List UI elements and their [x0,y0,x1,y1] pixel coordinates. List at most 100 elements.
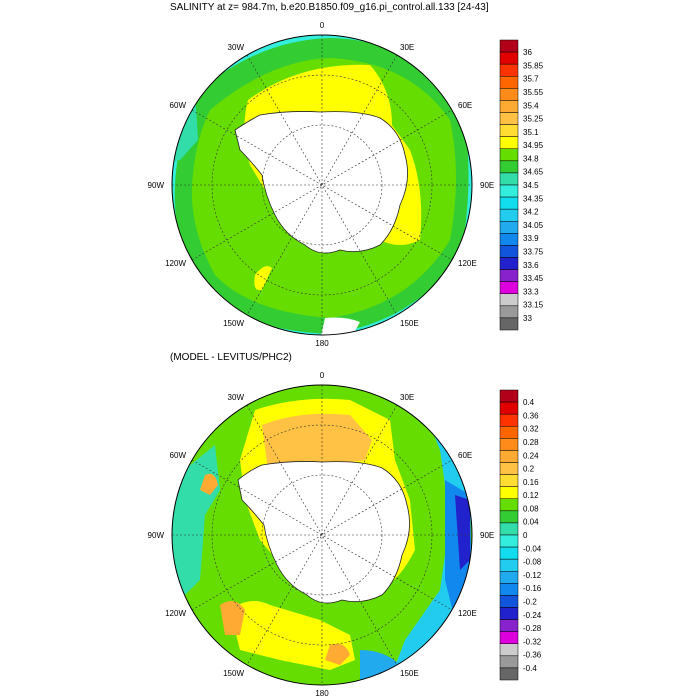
bottom-colorbar-label: -0.2 [523,597,537,606]
top-colorbar-label: 36 [523,48,532,57]
bottom-colorbar-label: 0.04 [523,518,539,527]
bottom-colorbar-label: -0.08 [523,558,542,567]
bottom-colorbar-label: 0.4 [523,398,535,407]
top-colorbar-swatch [499,88,519,101]
bottom-panel-title: (MODEL - LEVITUS/PHC2) [170,352,292,363]
top-colorbar-label: 34.8 [523,154,539,163]
lon-label-60w: 60W [170,451,187,460]
bottom-colorbar-label: -0.04 [523,544,542,553]
top-salinity-map: 0 30E 60E 90E 120E 150E 180 150W 120W 90… [148,21,544,348]
bottom-colorbar-swatch [499,426,519,439]
bottom-colorbar-swatch [499,595,519,608]
lon-label-120w: 120W [165,259,186,268]
top-panel-title: SALINITY at z= 984.7m, b.e20.B1850.f09_g… [170,2,489,13]
top-colorbar-swatch [499,136,519,150]
bottom-colorbar-label: -0.4 [523,664,537,673]
bottom-colorbar-swatch [499,401,519,415]
top-colorbar-swatch [499,51,519,65]
bottom-colorbar-swatch [499,643,519,657]
bottom-colorbar-swatch [499,450,519,463]
top-colorbar-swatch [499,221,519,234]
bottom-colorbar-swatch [499,474,519,487]
top-colorbar-label: 35.85 [523,61,544,70]
bottom-colorbar-swatch [499,558,519,572]
top-colorbar-label: 35.7 [523,75,539,84]
top-colorbar-swatch [499,172,519,186]
lon-label-180: 180 [315,339,329,348]
lon-label-30e: 30E [400,43,414,52]
top-colorbar-swatch [499,305,519,319]
bottom-colorbar-swatch [499,667,519,681]
bottom-colorbar-swatch [499,534,519,548]
bottom-colorbar-label: 0 [523,531,528,540]
bottom-colorbar-swatch [499,486,519,500]
top-colorbar-label: 35.4 [523,101,539,110]
bottom-colorbar-swatch [499,462,519,475]
bottom-colorbar-label: -0.36 [523,651,542,660]
lon-label-90w: 90W [148,531,165,540]
bottom-difference-map: 0 30E 60E 90E 120E 150E 180 150W 120W 90… [148,371,542,698]
lon-label-90e: 90E [480,181,494,190]
bottom-colorbar-label: 0.08 [523,504,539,513]
top-colorbar-swatch [499,124,519,137]
top-colorbar-swatch [499,269,519,282]
top-colorbar-label: 34.35 [523,194,544,203]
top-colorbar-swatch [499,184,519,198]
top-colorbar-swatch [499,245,519,258]
top-colorbar-label: 35.25 [523,115,544,124]
top-map-field [172,35,472,335]
lon-label-150e: 150E [400,319,419,328]
bottom-colorbar-label: -0.32 [523,637,542,646]
lon-label-150w: 150W [223,669,244,678]
top-colorbar-swatch [499,317,519,331]
top-colorbar-swatch [499,63,519,77]
lon-label-120e: 120E [458,259,477,268]
bottom-colorbar-label: 0.24 [523,451,539,460]
top-colorbar-label: 33.45 [523,274,544,283]
bottom-map-border [171,384,473,686]
top-colorbar-swatch [499,160,519,174]
bottom-colorbar-swatch [499,571,519,584]
bottom-colorbar-label: 0.2 [523,465,535,474]
top-colorbar-swatch [499,112,519,125]
top-colorbar-swatch [499,148,519,162]
lon-label-30w: 30W [228,393,245,402]
top-colorbar-label: 33.75 [523,247,544,256]
bottom-colorbar-swatch [499,631,519,644]
lon-label-180: 180 [315,689,329,698]
bottom-colorbar-label: 0.32 [523,425,539,434]
top-colorbar-label: 34.95 [523,141,544,150]
bottom-map-lon-labels: 0 30E 60E 90E 120E 150E 180 150W 120W 90… [148,371,495,698]
top-colorbar-label: 34.05 [523,221,544,230]
bottom-colorbar-label: -0.12 [523,571,542,580]
top-colorbar-swatch [499,233,519,246]
top-map-graticule [172,35,472,335]
bottom-colorbar-label: 0.28 [523,438,539,447]
top-colorbar-label: 34.5 [523,181,539,190]
top-colorbar-label: 33 [523,314,532,323]
top-map-lon-labels: 0 30E 60E 90E 120E 150E 180 150W 120W 90… [148,21,495,348]
bottom-colorbar-swatch [499,607,519,620]
top-colorbar-swatch [499,39,519,53]
lon-label-0: 0 [320,21,325,30]
lon-label-90e: 90E [480,531,494,540]
bottom-colorbar-swatch [499,522,519,536]
top-colorbar-swatch [499,76,519,89]
lon-label-60e: 60E [458,101,472,110]
top-colorbar-label: 34.2 [523,208,539,217]
lon-label-30e: 30E [400,393,414,402]
top-colorbar-label: 35.55 [523,88,544,97]
lon-label-150e: 150E [400,669,419,678]
bottom-colorbar-swatch [499,619,519,632]
bottom-colorbar-label: -0.24 [523,611,542,620]
bottom-colorbar-label: -0.16 [523,584,542,593]
bottom-colorbar-swatch [499,389,519,403]
bottom-colorbar-label: -0.28 [523,624,542,633]
bottom-map-graticule [172,385,472,685]
bottom-colorbar-swatch [499,498,519,512]
top-colorbar-swatch [499,196,519,210]
top-colorbar-label: 33.3 [523,287,539,296]
bottom-colorbar-swatch [499,510,519,524]
bottom-colorbar-label: 0.36 [523,411,539,420]
lon-label-0: 0 [320,371,325,380]
